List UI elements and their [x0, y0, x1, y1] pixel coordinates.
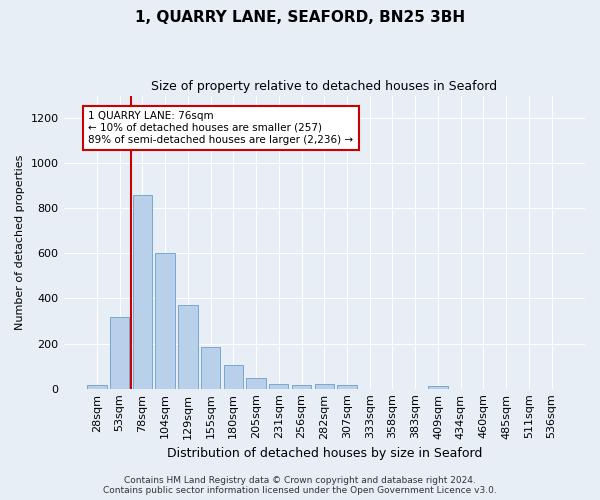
Bar — [292, 384, 311, 388]
Bar — [201, 347, 220, 389]
Text: Contains HM Land Registry data © Crown copyright and database right 2024.
Contai: Contains HM Land Registry data © Crown c… — [103, 476, 497, 495]
Bar — [224, 364, 243, 388]
Text: 1, QUARRY LANE, SEAFORD, BN25 3BH: 1, QUARRY LANE, SEAFORD, BN25 3BH — [135, 10, 465, 25]
Bar — [269, 384, 289, 388]
Bar — [314, 384, 334, 388]
Bar — [110, 316, 130, 388]
Title: Size of property relative to detached houses in Seaford: Size of property relative to detached ho… — [151, 80, 497, 93]
X-axis label: Distribution of detached houses by size in Seaford: Distribution of detached houses by size … — [167, 447, 482, 460]
Bar — [247, 378, 266, 388]
Bar — [133, 195, 152, 388]
Bar — [87, 384, 107, 388]
Y-axis label: Number of detached properties: Number of detached properties — [15, 154, 25, 330]
Bar — [155, 254, 175, 388]
Text: 1 QUARRY LANE: 76sqm
← 10% of detached houses are smaller (257)
89% of semi-deta: 1 QUARRY LANE: 76sqm ← 10% of detached h… — [88, 112, 353, 144]
Bar — [428, 386, 448, 388]
Bar — [337, 384, 356, 388]
Bar — [178, 306, 197, 388]
